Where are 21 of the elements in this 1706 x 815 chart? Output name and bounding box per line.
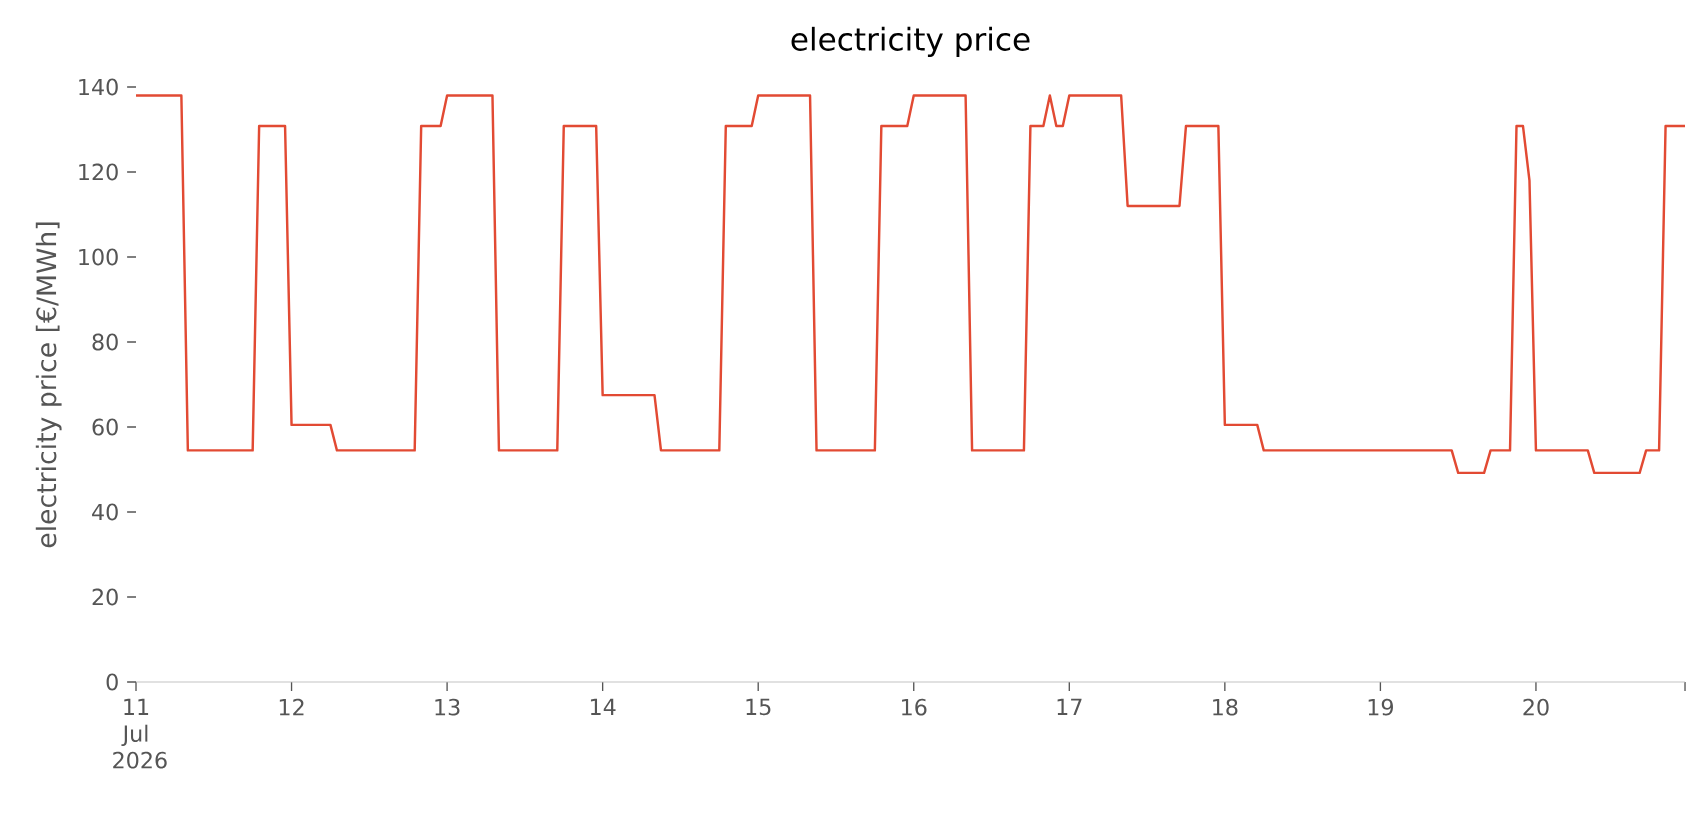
x-tick-label: 12 <box>279 698 304 716</box>
x-tick-label: 14 <box>590 698 616 715</box>
x-tick-label: 18 <box>1213 698 1238 716</box>
x-tick-label: 11 Jul 2026 <box>113 698 167 769</box>
y-axis-title: electricity price [€/MWh] <box>35 222 62 548</box>
y-tick-label: 100 <box>79 248 118 266</box>
y-tick-label: 60 <box>92 418 118 436</box>
y-tick-label: 80 <box>92 333 118 351</box>
x-tick-label: 19 <box>1368 698 1393 716</box>
y-tick-label: 40 <box>92 503 118 521</box>
x-tick-label: 20 <box>1523 698 1549 716</box>
chart-title: electricity price <box>791 26 1030 57</box>
x-tick-label: 13 <box>435 698 460 716</box>
y-tick-label: 140 <box>79 78 118 96</box>
y-tick-label: 20 <box>92 588 118 606</box>
x-tick-label: 16 <box>902 698 927 716</box>
y-tick-label: 0 <box>106 673 118 691</box>
line-series <box>134 94 1687 475</box>
y-tick-label: 120 <box>79 163 118 181</box>
x-tick-label: 17 <box>1057 698 1082 715</box>
x-tick-label: 15 <box>746 698 771 716</box>
